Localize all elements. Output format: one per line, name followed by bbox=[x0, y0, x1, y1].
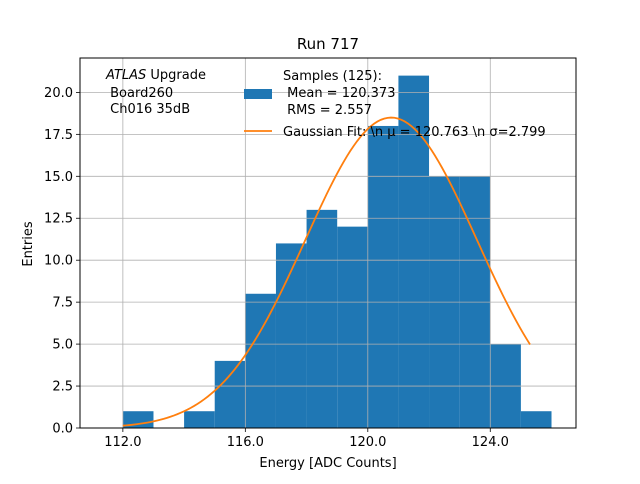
y-axis-label: Entries bbox=[21, 221, 36, 267]
histogram-bar-0 bbox=[122, 411, 154, 428]
histogram-bar-6 bbox=[306, 209, 338, 428]
y-tick-label-4: 10.0 bbox=[44, 254, 73, 269]
y-tick-label-0: 0.0 bbox=[52, 422, 73, 437]
legend-samples-line-3: RMS = 2.557 bbox=[283, 103, 372, 118]
histogram-bar-3 bbox=[214, 360, 246, 428]
legend-bar-swatch bbox=[244, 89, 272, 99]
x-axis-label: Energy [ADC Counts] bbox=[259, 456, 396, 471]
x-tick-label-3: 124.0 bbox=[472, 435, 509, 450]
histogram-bar-7 bbox=[337, 226, 368, 428]
gaussian-fit-curve bbox=[122, 116, 531, 427]
legend: Samples (125): Mean = 120.373 RMS = 2.55… bbox=[244, 69, 546, 140]
y-tick-label-8: 20.0 bbox=[44, 86, 73, 101]
histogram-bar-4 bbox=[245, 293, 276, 428]
legend-samples-line-1: Samples (125): bbox=[283, 69, 382, 84]
histogram-bar-5 bbox=[275, 243, 307, 428]
histogram-bar-13 bbox=[520, 411, 552, 428]
y-tick-label-5: 12.5 bbox=[44, 212, 73, 227]
x-tick-label-0: 112.0 bbox=[104, 435, 141, 450]
y-tick-label-7: 17.5 bbox=[44, 128, 73, 143]
plot-frame bbox=[79, 57, 577, 429]
annotation-italic: ATLAS bbox=[105, 68, 146, 83]
x-tick-label-1: 116.0 bbox=[227, 435, 264, 450]
gaussian-fit bbox=[122, 116, 531, 427]
y-tick-label-3: 7.5 bbox=[52, 296, 73, 311]
legend-samples-line-2: Mean = 120.373 bbox=[283, 86, 395, 101]
atlas-annotation: ATLAS Upgrade Board260 Ch016 35dB bbox=[105, 68, 206, 117]
y-tick-label-1: 2.5 bbox=[52, 380, 73, 395]
annotation-rest: Upgrade bbox=[146, 68, 206, 83]
legend-fit-label: Gaussian Fit: \n μ = 120.763 \n σ=2.799 bbox=[283, 125, 546, 140]
histogram-bar-2 bbox=[184, 411, 215, 428]
chart-title: Run 717 bbox=[297, 35, 359, 53]
grid-lines bbox=[80, 58, 576, 429]
y-tick-label-2: 5.0 bbox=[52, 338, 73, 353]
annotation-line-3: Ch016 35dB bbox=[106, 102, 190, 117]
axis-ticks: 112.0 116.0 120.0 124.0 0.0 2.5 5.0 7.5 10.0 12.5… bbox=[44, 86, 509, 450]
y-tick-label-6: 15.0 bbox=[44, 170, 73, 185]
x-tick-label-2: 120.0 bbox=[349, 435, 386, 450]
annotation-line-2: Board260 bbox=[106, 86, 173, 101]
histogram-bar-8 bbox=[367, 125, 399, 429]
annotation-line-1: ATLAS Upgrade bbox=[105, 68, 206, 83]
